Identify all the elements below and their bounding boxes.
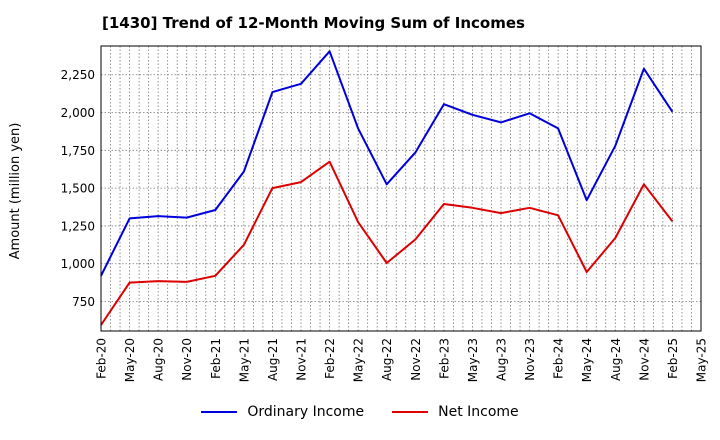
legend-swatch-net-income [392, 411, 429, 413]
y-tick-label: 1,250 [61, 219, 95, 233]
x-tick-label: May-25 [695, 338, 709, 382]
x-tick-labels: Feb-20 May-20 Aug-20 Nov-20 Feb-21 May-21 Aug-… [95, 338, 709, 382]
x-tick-label: Nov-24 [637, 338, 651, 381]
legend-label-ordinary-income: Ordinary Income [247, 404, 365, 420]
x-tick-label: Feb-24 [552, 338, 566, 379]
plot-frame [100, 45, 702, 332]
x-tick-label: Nov-21 [295, 338, 309, 381]
x-tick-label: Nov-22 [409, 338, 423, 381]
x-tick-label: Aug-21 [266, 338, 280, 381]
x-tick-label: Aug-22 [380, 338, 394, 381]
y-tick-label: 1,750 [61, 144, 95, 158]
series-layer [100, 50, 674, 326]
x-tick-label: Feb-22 [323, 338, 337, 379]
x-tick-label: Nov-23 [523, 338, 537, 381]
legend-item-ordinary-income: Ordinary Income [201, 404, 364, 420]
x-tick-label: Aug-20 [152, 338, 166, 381]
y-tick-labels: 750 1,000 1,250 1,500 1,750 2,000 2,250 [61, 68, 95, 309]
y-tick-label: 1,500 [61, 182, 95, 196]
x-tick-label: Feb-21 [209, 338, 223, 379]
x-tick-label: Aug-23 [495, 338, 509, 381]
x-tick-label: Feb-23 [437, 338, 451, 379]
grid-layer [101, 46, 701, 331]
x-tick-label: May-24 [580, 338, 594, 382]
x-tick-label: May-22 [352, 338, 366, 382]
x-tick-label: Feb-25 [666, 338, 680, 379]
x-tick-label: Aug-24 [609, 338, 623, 381]
legend-label-net-income: Net Income [438, 404, 519, 420]
y-tick-label: 2,250 [61, 68, 95, 82]
y-axis-label: Amount (million yen) [8, 123, 23, 260]
chart-title: [1430] Trend of 12-Month Moving Sum of I… [102, 14, 525, 32]
x-tick-label: Feb-20 [95, 338, 109, 379]
y-tick-label: 2,000 [61, 106, 95, 120]
legend-item-net-income: Net Income [392, 404, 519, 420]
series-line-ordinary-income [100, 50, 674, 277]
x-tick-label: May-20 [123, 338, 137, 382]
legend: Ordinary Income Net Income [0, 404, 720, 420]
series-line-net-income [100, 160, 674, 326]
x-tick-label: May-21 [237, 338, 251, 382]
legend-swatch-ordinary-income [201, 411, 238, 413]
y-tick-label: 1,000 [61, 257, 95, 271]
y-tick-label: 750 [72, 295, 95, 309]
x-tick-label: Nov-20 [180, 338, 194, 381]
x-tick-label: May-23 [466, 338, 480, 382]
